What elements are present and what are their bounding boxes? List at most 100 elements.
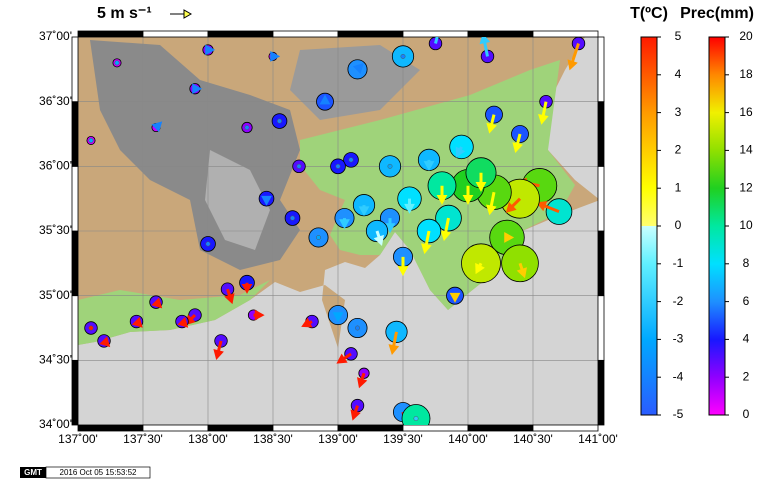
colorbar-tick-label: 18 [739, 67, 753, 81]
x-tick-label: 139˚30' [383, 432, 423, 446]
wind-arrow [224, 288, 235, 305]
wind-arrow [479, 37, 491, 57]
frame-segment [597, 165, 605, 232]
wind-arrow [475, 262, 485, 275]
wind-arrow [512, 133, 523, 154]
wind-arrow [505, 197, 522, 213]
y-tick-label: 36˚00' [39, 159, 72, 173]
station-precip [401, 404, 431, 425]
x-tick-label: 140˚00' [448, 432, 488, 446]
frame-segment [597, 101, 605, 167]
colorbar-tick-label: 8 [743, 256, 750, 270]
x-tick-label: 141˚00' [578, 432, 618, 446]
frame-segment [207, 424, 274, 432]
x-tick-label: 139˚00' [318, 432, 358, 446]
frame-segment [71, 36, 79, 103]
wind-arrow [397, 256, 409, 276]
frame-segment [71, 359, 79, 426]
colorbar-title: T(ºC) [630, 5, 668, 22]
wind-arrow [213, 340, 224, 360]
wind-arrow [131, 316, 143, 328]
wind-arrow [355, 325, 360, 331]
frame-segment [71, 101, 79, 167]
wind-arrow [348, 157, 354, 163]
colorbar-tick-label: 10 [739, 218, 753, 232]
wind-arrow [277, 118, 282, 124]
wind-arrow [384, 218, 396, 234]
wind-arrow [192, 83, 203, 95]
wind-arrow [336, 352, 352, 364]
colorbar-tick-label: -2 [673, 294, 684, 308]
wind-arrow [462, 185, 474, 205]
wind-arrow [270, 50, 281, 62]
wind-arrow [400, 53, 406, 59]
y-tick-label: 37˚00' [39, 29, 72, 43]
frame-segment [597, 359, 605, 426]
frame-segment [77, 424, 144, 432]
lowland [78, 280, 270, 345]
wind-arrow [387, 163, 393, 169]
wind-arrow [436, 185, 448, 205]
colorbar-tick-label: 4 [675, 67, 682, 81]
colorbar-tick-label: 20 [739, 29, 753, 43]
x-tick-label: 138˚30' [253, 432, 293, 446]
frame-segment [467, 30, 534, 38]
colorbar-tick-label: 2 [675, 143, 682, 157]
scale-label: 5 m s⁻¹ [97, 5, 152, 22]
frame-segment [272, 30, 339, 38]
wind-arrow [332, 312, 344, 323]
colorbar-tick-label: 5 [675, 29, 682, 43]
colorbar-tick-label: 0 [675, 218, 682, 232]
timestamp: 2016 Oct 05 15:53:52 [60, 468, 138, 477]
wind-arrow [440, 217, 452, 242]
wind-arrow [114, 60, 120, 66]
wind-arrow [388, 331, 400, 355]
wind-arrow [241, 282, 253, 294]
frame-segment [77, 30, 144, 38]
frame-segment [272, 424, 339, 432]
frame-segment [142, 424, 209, 432]
y-tick-label: 34˚00' [39, 417, 72, 431]
frame-segment [597, 36, 605, 103]
colorbar-tick-label: 2 [743, 369, 750, 383]
wind-arrow [177, 316, 189, 328]
wind-arrow [151, 297, 163, 309]
logo-box [20, 467, 46, 478]
colorbar-tick-label: -5 [673, 407, 684, 421]
wind-arrow [316, 235, 321, 240]
wind-arrow [413, 416, 419, 421]
wind-arrow [301, 317, 313, 328]
colorbar-tick-label: -1 [673, 256, 684, 270]
y-tick-label: 35˚00' [39, 288, 72, 302]
frame-segment [71, 295, 79, 361]
frame-segment [71, 165, 79, 232]
colorbar-tick-label: 4 [743, 332, 750, 346]
scale-arrow [170, 9, 193, 19]
wind-arrow [339, 218, 350, 230]
frame-segment [532, 30, 599, 38]
wind-arrow [423, 159, 435, 171]
colorbar-tick-label: 6 [743, 294, 750, 308]
frame-segment [597, 230, 605, 297]
stations [84, 37, 586, 425]
wind-arrow [205, 44, 216, 56]
y-tick-label: 36˚30' [39, 94, 72, 108]
colorbar-tick-label: 14 [739, 143, 753, 157]
wind-arrow [88, 325, 94, 331]
wind-arrow [261, 195, 272, 206]
x-tick-label: 137˚30' [123, 432, 163, 446]
wind-arrow [475, 172, 487, 192]
wind-arrow [357, 372, 368, 389]
y-tick-label: 34˚30' [39, 353, 72, 367]
colorbar-tick-label: -4 [673, 369, 684, 383]
wind-arrow [253, 309, 265, 321]
colorbar-title: Prec(mm) [680, 5, 754, 22]
wind-arrow [504, 232, 515, 243]
wind-arrow [516, 262, 527, 279]
frame-segment [402, 30, 469, 38]
wind-arrow [358, 205, 370, 217]
wind-arrow [290, 215, 295, 221]
logo: GMT [24, 468, 42, 477]
wind-arrow [434, 37, 439, 44]
wind-arrow [538, 101, 549, 125]
